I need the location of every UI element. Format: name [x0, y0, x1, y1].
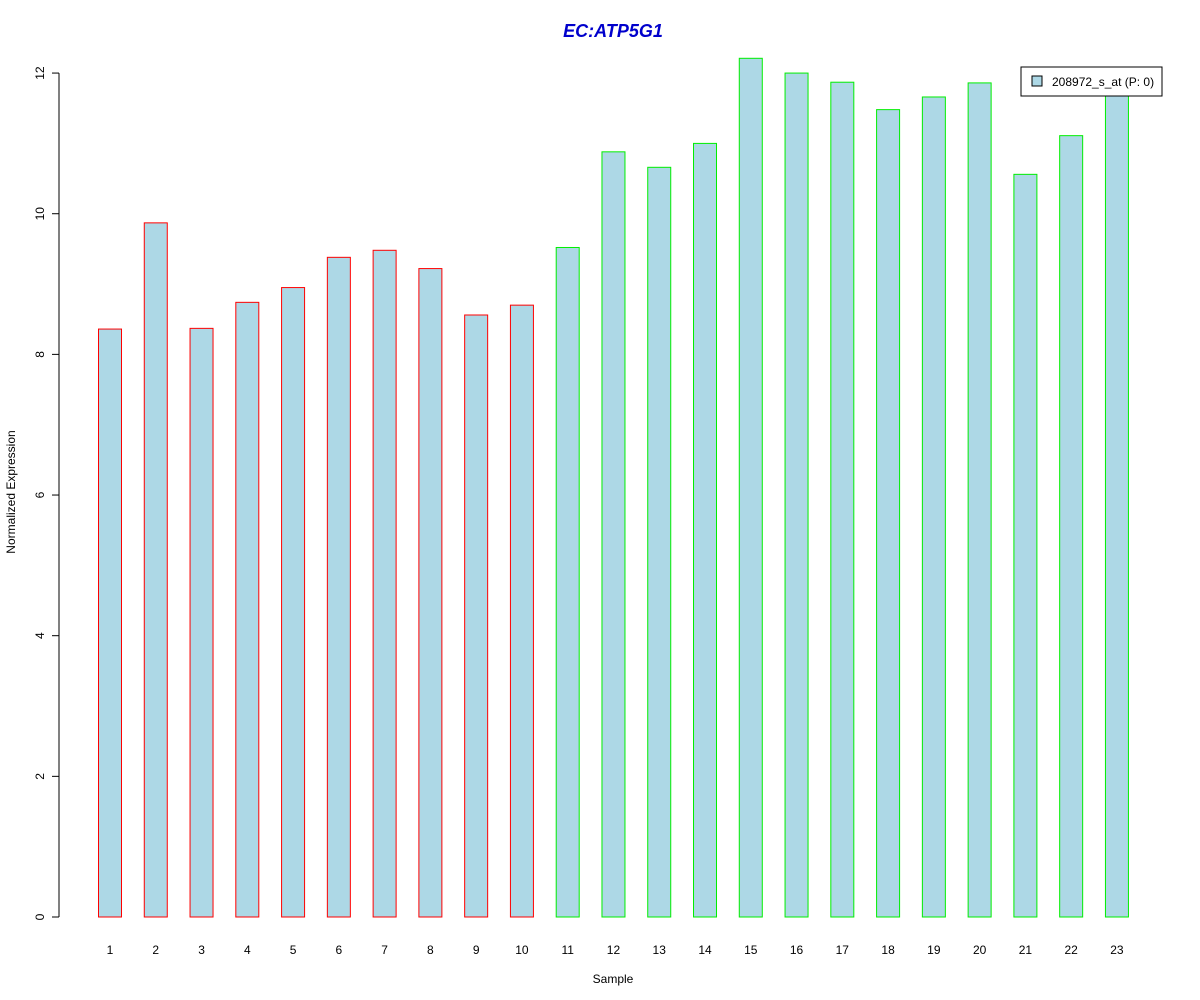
x-tick-label-6: 6 [336, 943, 343, 957]
x-tick-label-12: 12 [607, 943, 621, 957]
legend-swatch [1031, 75, 1043, 87]
bars-group [98, 57, 1129, 918]
bar-sample-14 [693, 142, 718, 918]
x-tick-label-16: 16 [790, 943, 804, 957]
x-tick-label-21: 21 [1019, 943, 1033, 957]
bar-sample-21 [1013, 173, 1038, 918]
bar-sample-6 [326, 256, 351, 918]
x-tick-label-8: 8 [427, 943, 434, 957]
x-tick-label-2: 2 [152, 943, 159, 957]
bar-sample-23 [1104, 92, 1129, 918]
bar-sample-11 [555, 246, 580, 918]
x-axis-label: Sample [593, 972, 634, 986]
x-tick-label-10: 10 [515, 943, 529, 957]
x-tick-label-22: 22 [1064, 943, 1078, 957]
x-tick-label-9: 9 [473, 943, 480, 957]
bar-sample-2 [143, 222, 168, 918]
x-tick-label-13: 13 [653, 943, 667, 957]
bar-sample-10 [509, 304, 534, 918]
x-tick-label-3: 3 [198, 943, 205, 957]
bar-sample-15 [738, 57, 763, 918]
x-tick-label-4: 4 [244, 943, 251, 957]
bar-sample-8 [418, 268, 443, 918]
x-tick-label-19: 19 [927, 943, 941, 957]
bar-sample-20 [967, 82, 992, 918]
x-tick-label-7: 7 [381, 943, 388, 957]
bar-sample-4 [235, 301, 260, 918]
chart-title: EC:ATP5G1 [563, 21, 663, 41]
bar-sample-12 [601, 151, 626, 918]
y-axis-label: Normalized Expression [4, 430, 18, 553]
bar-sample-3 [189, 327, 214, 918]
x-tick-label-15: 15 [744, 943, 758, 957]
x-tick-label-23: 23 [1110, 943, 1124, 957]
bar-sample-13 [647, 166, 672, 918]
legend-label: 208972_s_at (P: 0) [1052, 75, 1154, 89]
x-tick-label-14: 14 [698, 943, 712, 957]
x-tick-label-1: 1 [107, 943, 114, 957]
y-tick-label: 12 [33, 66, 47, 80]
bar-sample-16 [784, 72, 809, 918]
bar-sample-5 [281, 287, 306, 918]
legend: 208972_s_at (P: 0) [1020, 66, 1163, 97]
x-tick-label-18: 18 [881, 943, 895, 957]
bar-sample-9 [464, 314, 489, 918]
x-tick-label-17: 17 [836, 943, 850, 957]
y-tick-label: 8 [33, 351, 47, 358]
bar-sample-19 [921, 96, 946, 918]
y-axis: 0 2 4 6 8 10 12 [33, 66, 60, 920]
bar-sample-1 [98, 328, 122, 918]
x-tick-label-11: 11 [561, 943, 574, 957]
bar-sample-17 [830, 81, 855, 918]
legend-box [1020, 66, 1163, 97]
y-tick-label: 4 [33, 632, 47, 639]
bar-sample-22 [1059, 135, 1084, 918]
bar-sample-18 [876, 109, 901, 918]
y-tick-label: 6 [33, 491, 47, 498]
bar-sample-7 [372, 249, 397, 918]
y-tick-label: 0 [33, 913, 47, 920]
y-tick-label: 2 [33, 773, 47, 780]
x-tick-labels: 1 2 3 4 5 6 7 8 9 10 11 12 13 14 15 16 17 18 19 20 21 22 23 [107, 943, 1124, 957]
y-tick-label: 10 [33, 207, 47, 221]
x-tick-label-20: 20 [973, 943, 987, 957]
x-tick-label-5: 5 [290, 943, 297, 957]
